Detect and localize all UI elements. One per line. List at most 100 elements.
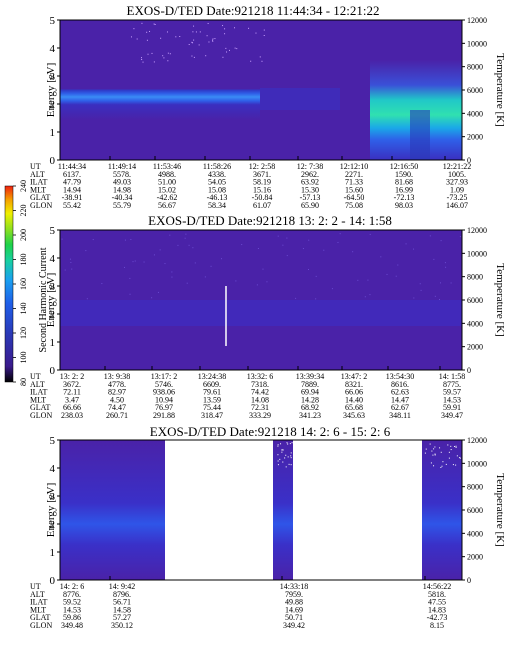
speckle	[205, 55, 207, 57]
speckle	[146, 31, 148, 33]
table-cell: 1.09	[450, 185, 464, 194]
y-right-tick-label: 8000	[467, 63, 483, 72]
speckle	[307, 268, 309, 270]
speckle	[433, 448, 435, 450]
panel-2-ylabel: Energy [eV]	[45, 273, 57, 327]
speckle	[193, 39, 195, 41]
speckle	[445, 266, 447, 268]
table-cell: 349.42	[283, 621, 305, 630]
panel-2-yaxis-right: 0 2000 4000 6000 8000 10000 12000	[462, 226, 487, 375]
speckle	[193, 56, 195, 58]
table-cell: 13: 9:38	[104, 372, 130, 381]
speckle	[277, 460, 279, 462]
table-cell: 14: 9:42	[109, 582, 135, 591]
panel-3: EXOS-D/TED Date:921218 14: 2: 6 - 15: 2:…	[30, 424, 505, 630]
speckle	[208, 41, 210, 43]
speckle	[169, 234, 171, 236]
colorbar-tick-label: 160	[19, 278, 28, 290]
table-cell: 12:16:50	[390, 162, 418, 171]
table-cell: -64.50	[344, 193, 365, 202]
speckle	[214, 38, 216, 40]
speckle	[169, 53, 171, 55]
speckle	[228, 49, 230, 51]
panel-3-yaxis-right: 0 2000 4000 6000 8000 10000 12000	[462, 436, 487, 585]
speckle	[129, 277, 131, 279]
y-right-tick-label: 10000	[467, 459, 487, 468]
speckle	[315, 298, 317, 300]
table-cell: 2962.	[301, 170, 319, 179]
table-cell: 2271.	[345, 170, 363, 179]
table-cell: 6609.	[203, 380, 221, 389]
colorbar-tick-label: 100	[19, 352, 28, 364]
table-cell: 11:53:46	[153, 162, 181, 171]
speckle	[286, 442, 288, 444]
panel-3-ylabel-right: Temperature [K]	[494, 473, 505, 546]
speckle	[429, 443, 431, 445]
speckle	[167, 60, 169, 62]
panel-1-yaxis-left: 0 1 2 3 4 5	[50, 15, 446, 167]
y-right-tick-label: 0	[467, 156, 471, 165]
table-row-label: MLT	[30, 185, 46, 194]
table-cell: 65.68	[345, 403, 363, 412]
table-row-label: ILAT	[30, 178, 47, 187]
y-right-tick-label: 0	[467, 576, 471, 585]
y-right-tick-label: 6000	[467, 506, 483, 515]
speckle	[154, 24, 156, 26]
speckle	[279, 458, 281, 460]
speckle	[250, 60, 252, 62]
table-cell: 4338.	[208, 170, 226, 179]
speckle	[434, 453, 436, 455]
table-cell: 350.12	[111, 621, 133, 630]
table-cell: 14.53	[443, 395, 461, 404]
speckle	[441, 465, 443, 467]
speckle	[166, 31, 168, 33]
speckle	[323, 249, 325, 251]
y-right-tick-label: 8000	[467, 273, 483, 282]
table-row-label: ILAT	[30, 388, 47, 397]
speckle	[236, 48, 238, 50]
colorbar-gradient	[4, 185, 14, 383]
table-cell: 71.33	[345, 178, 363, 187]
y-right-tick-label: 12000	[467, 16, 487, 25]
table-row-label: GLON	[30, 201, 52, 210]
table-row-label: ALT	[30, 380, 45, 389]
speckle	[248, 27, 250, 29]
speckle	[195, 31, 197, 33]
speckle	[159, 249, 161, 251]
table-cell: 15.08	[208, 185, 226, 194]
speckle	[425, 448, 427, 450]
y-right-tick-label: 0	[467, 366, 471, 375]
speckle	[452, 464, 454, 466]
panel-1-yaxis-right: 0 2000 4000 6000 8000 10000 12000	[462, 16, 487, 165]
speckle	[290, 452, 292, 454]
speckle	[206, 35, 208, 37]
speckle	[212, 39, 214, 41]
speckle	[434, 446, 436, 448]
table-cell: -38.91	[62, 193, 83, 202]
speckle	[284, 457, 286, 459]
table-cell: -40.34	[112, 193, 133, 202]
speckle	[207, 22, 209, 24]
table-cell: 50.71	[285, 613, 303, 622]
panel-1-ylabel-right: Temperature [K]	[494, 53, 505, 126]
speckle	[444, 262, 446, 264]
table-cell: 6137.	[63, 170, 81, 179]
table-cell: 14:56:22	[423, 582, 451, 591]
table-cell: 59.52	[63, 598, 81, 607]
table-cell: 327.93	[446, 178, 468, 187]
speckle	[171, 276, 173, 278]
table-row-label: GLAT	[30, 613, 51, 622]
table-cell: 59.86	[63, 613, 81, 622]
speckle	[263, 29, 265, 31]
speckle	[455, 446, 457, 448]
speckle	[160, 37, 162, 39]
table-cell: 238.03	[61, 411, 83, 420]
speckle	[352, 251, 354, 253]
table-cell: 13:39:34	[296, 372, 324, 381]
table-cell: 57.27	[113, 613, 131, 622]
speckle	[285, 454, 287, 456]
speckle	[147, 53, 149, 55]
speckle	[193, 25, 195, 27]
